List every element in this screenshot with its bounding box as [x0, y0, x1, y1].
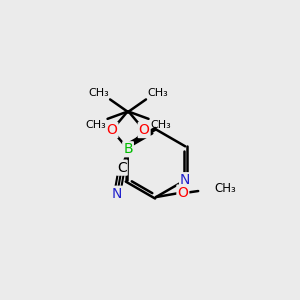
Text: N: N	[180, 173, 190, 187]
Text: B: B	[123, 142, 133, 156]
Text: O: O	[177, 185, 188, 200]
Text: C: C	[117, 160, 127, 175]
Text: CH₃: CH₃	[85, 120, 106, 130]
Text: O: O	[106, 123, 117, 137]
Text: CH₃: CH₃	[150, 120, 171, 130]
Text: N: N	[112, 187, 122, 201]
Text: CH₃: CH₃	[147, 88, 168, 98]
Text: O: O	[139, 123, 150, 137]
Text: CH₃: CH₃	[214, 182, 236, 195]
Text: CH₃: CH₃	[88, 88, 109, 98]
